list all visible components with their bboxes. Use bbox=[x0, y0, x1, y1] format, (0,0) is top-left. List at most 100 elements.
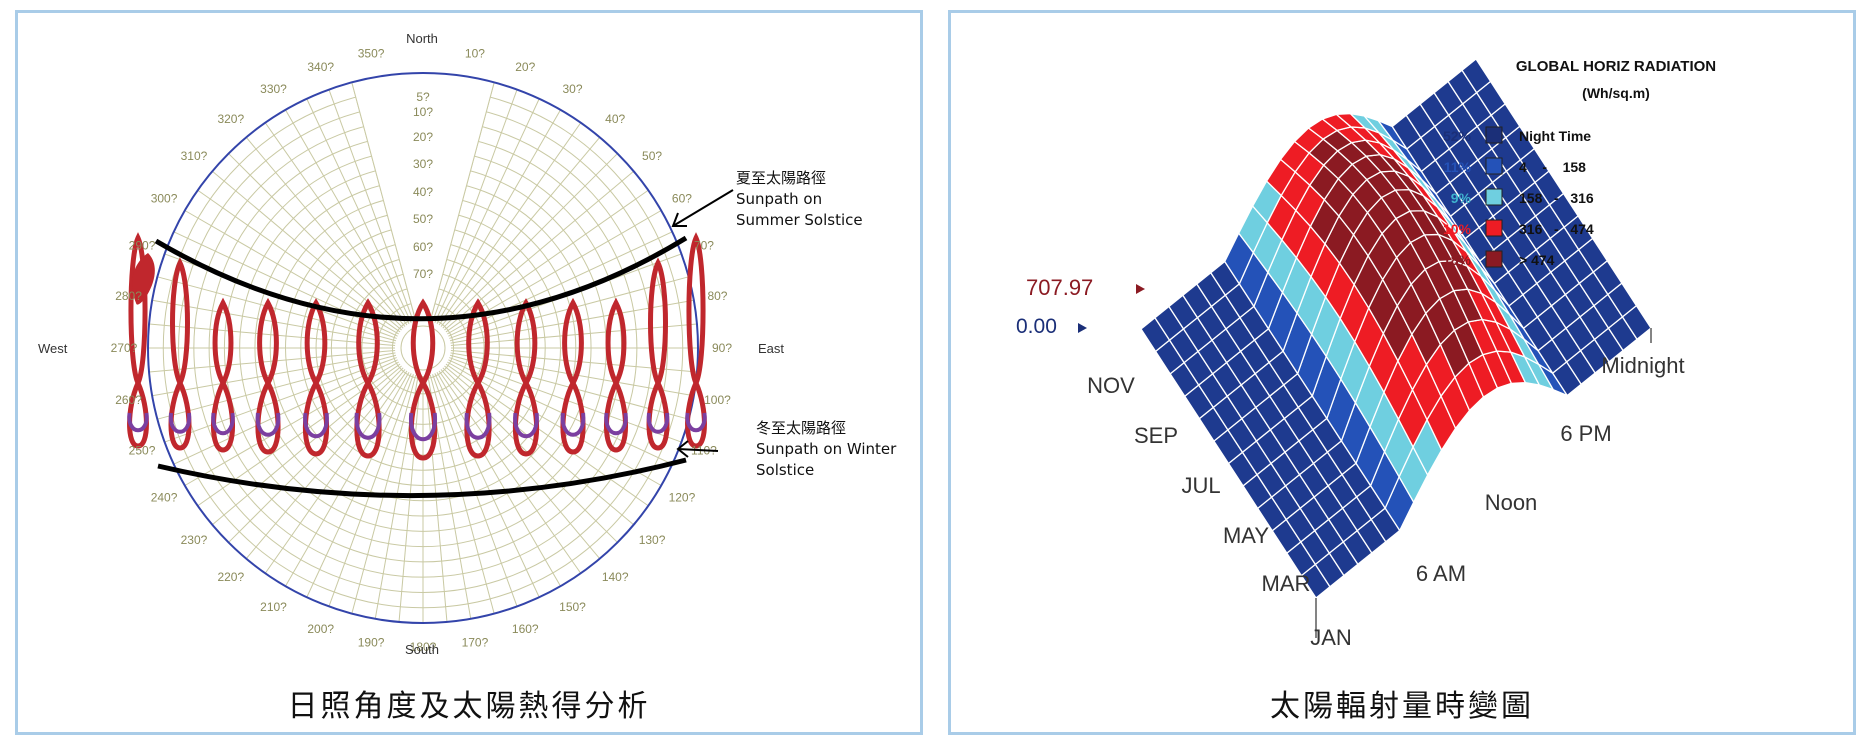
altitude-labels: 5?10? 20? 30? 40? 50? 60? 70? bbox=[413, 90, 433, 281]
azimuth-line bbox=[440, 137, 601, 327]
azimuth-label: 160? bbox=[512, 622, 539, 636]
analemma-winter-segment bbox=[168, 412, 192, 434]
analemma-winter-segment bbox=[464, 412, 492, 440]
analemma-loop bbox=[464, 298, 492, 459]
altitude-label: 50? bbox=[413, 212, 433, 226]
azimuth-line bbox=[440, 369, 601, 559]
azimuth-line bbox=[184, 361, 400, 486]
azimuth-label: 340? bbox=[307, 60, 334, 74]
horizon-circle bbox=[147, 72, 699, 624]
winter-solstice-note: 冬至太陽路徑 Sunpath on Winter Solstice bbox=[756, 419, 897, 479]
azimuth-label: 200? bbox=[307, 622, 334, 636]
azimuth-label: 210? bbox=[260, 600, 287, 614]
azimuth-label: 220? bbox=[217, 570, 244, 584]
min-value-pointer bbox=[1078, 323, 1087, 333]
azimuth-line bbox=[173, 359, 398, 465]
legend-swatch bbox=[1485, 157, 1503, 175]
radiation-legend: 52% Night Time 11% 4 - 158 9% 158 - 316 10% 316… bbox=[1443, 126, 1594, 268]
analemma-side-loop bbox=[132, 253, 155, 305]
azimuth-label: 180? bbox=[410, 640, 437, 654]
winter-solstice-path bbox=[157, 457, 687, 499]
altitude-label: 30? bbox=[413, 157, 433, 171]
azimuth-line bbox=[442, 153, 618, 329]
min-value-label: 0.00 bbox=[1016, 315, 1057, 338]
azimuth-label: 100? bbox=[704, 393, 731, 407]
analemma-loop bbox=[408, 298, 438, 461]
radiation-panel: 52% Night Time 11% 4 - 158 9% 158 - 316 10% 316… bbox=[948, 10, 1856, 735]
azimuth-label: 250? bbox=[129, 443, 156, 457]
analemma-winter-segment bbox=[604, 412, 628, 436]
azimuth-line bbox=[448, 359, 673, 465]
azimuth-line bbox=[450, 299, 694, 344]
azimuth-label: 80? bbox=[707, 289, 727, 303]
analemma-loop bbox=[168, 257, 192, 451]
azimuth-label: 60? bbox=[672, 192, 692, 206]
azimuth-label: 280? bbox=[115, 289, 142, 303]
azimuth-line bbox=[157, 276, 397, 342]
azimuth-label: 120? bbox=[669, 491, 696, 505]
azimuth-line bbox=[398, 375, 422, 622]
altitude-label: 20? bbox=[413, 130, 433, 144]
sunpath-caption: 日照角度及太陽熱得分析 bbox=[287, 689, 651, 724]
azimuth-line bbox=[436, 109, 561, 325]
analemma-winter-segment bbox=[354, 412, 382, 440]
month-label: MAR bbox=[1262, 571, 1311, 596]
azimuth-line bbox=[432, 89, 518, 322]
azimuth-label: 260? bbox=[115, 393, 142, 407]
azimuth-label: 170? bbox=[462, 635, 489, 649]
azimuth-line bbox=[285, 109, 410, 325]
azimuth-line bbox=[306, 98, 412, 323]
azimuth-line bbox=[436, 371, 561, 587]
max-value-pointer bbox=[1136, 284, 1145, 294]
azimuth-line bbox=[164, 357, 397, 443]
analemma-winter-segment bbox=[255, 412, 281, 437]
month-label: MAY bbox=[1223, 523, 1269, 548]
azimuth-label: 300? bbox=[151, 192, 178, 206]
legend-title-2: (Wh/sq.m) bbox=[1582, 85, 1650, 101]
azimuth-line bbox=[448, 231, 673, 337]
azimuth-line bbox=[264, 122, 408, 326]
azimuth-line bbox=[149, 323, 396, 347]
analemma-loop bbox=[127, 232, 149, 449]
azimuth-label: 10? bbox=[465, 47, 485, 61]
azimuth-line bbox=[446, 361, 662, 486]
analemma-loops bbox=[127, 232, 707, 461]
azimuth-label: 310? bbox=[181, 149, 208, 163]
legend-swatch bbox=[1485, 250, 1503, 268]
azimuth-label: 130? bbox=[639, 533, 666, 547]
max-value-label: 707.97 bbox=[1026, 275, 1093, 300]
azimuth-label: 70? bbox=[694, 239, 714, 253]
analemma-winter-segment bbox=[513, 412, 539, 439]
azimuth-label: 140? bbox=[602, 570, 629, 584]
legend-swatch bbox=[1485, 126, 1503, 144]
azimuth-line bbox=[245, 369, 406, 559]
sunpath-diagram: 350? 10?20?30?40?50?60?70?80?90?100?110?1… bbox=[38, 31, 784, 657]
summer-arrow bbox=[671, 189, 734, 227]
azimuth-label: 350? bbox=[358, 47, 385, 61]
analemma-loop bbox=[685, 232, 707, 449]
azimuth-line bbox=[228, 153, 404, 329]
azimuth-line bbox=[285, 371, 410, 587]
azimuth-line bbox=[173, 231, 398, 337]
altitude-label: 60? bbox=[413, 240, 433, 254]
north-label: North bbox=[406, 31, 438, 46]
azimuth-label: 320? bbox=[217, 112, 244, 126]
azimuth-line bbox=[328, 374, 414, 607]
altitude-label: 40? bbox=[413, 185, 433, 199]
radiation-surface-chart: 52% Night Time 11% 4 - 158 9% 158 - 316 10% 316… bbox=[1016, 58, 1716, 650]
azimuth-label: 230? bbox=[181, 533, 208, 547]
azimuth-label: 150? bbox=[559, 600, 586, 614]
analemma-winter-segment bbox=[685, 412, 707, 433]
legend-swatch bbox=[1485, 188, 1503, 206]
azimuth-line bbox=[149, 349, 396, 373]
azimuth-line bbox=[264, 370, 408, 574]
altitude-label: 70? bbox=[413, 267, 433, 281]
legend-title-1: GLOBAL HORIZ RADIATION bbox=[1516, 58, 1716, 75]
azimuth-label: 50? bbox=[642, 149, 662, 163]
azimuth-labels: 350? 10?20?30?40?50?60?70?80?90?100?110?1… bbox=[111, 47, 733, 654]
legend-percent: 18% bbox=[1443, 252, 1472, 268]
analemma-loop bbox=[646, 257, 670, 451]
azimuth-label: 290? bbox=[129, 239, 156, 253]
azimuth-line bbox=[434, 98, 540, 323]
